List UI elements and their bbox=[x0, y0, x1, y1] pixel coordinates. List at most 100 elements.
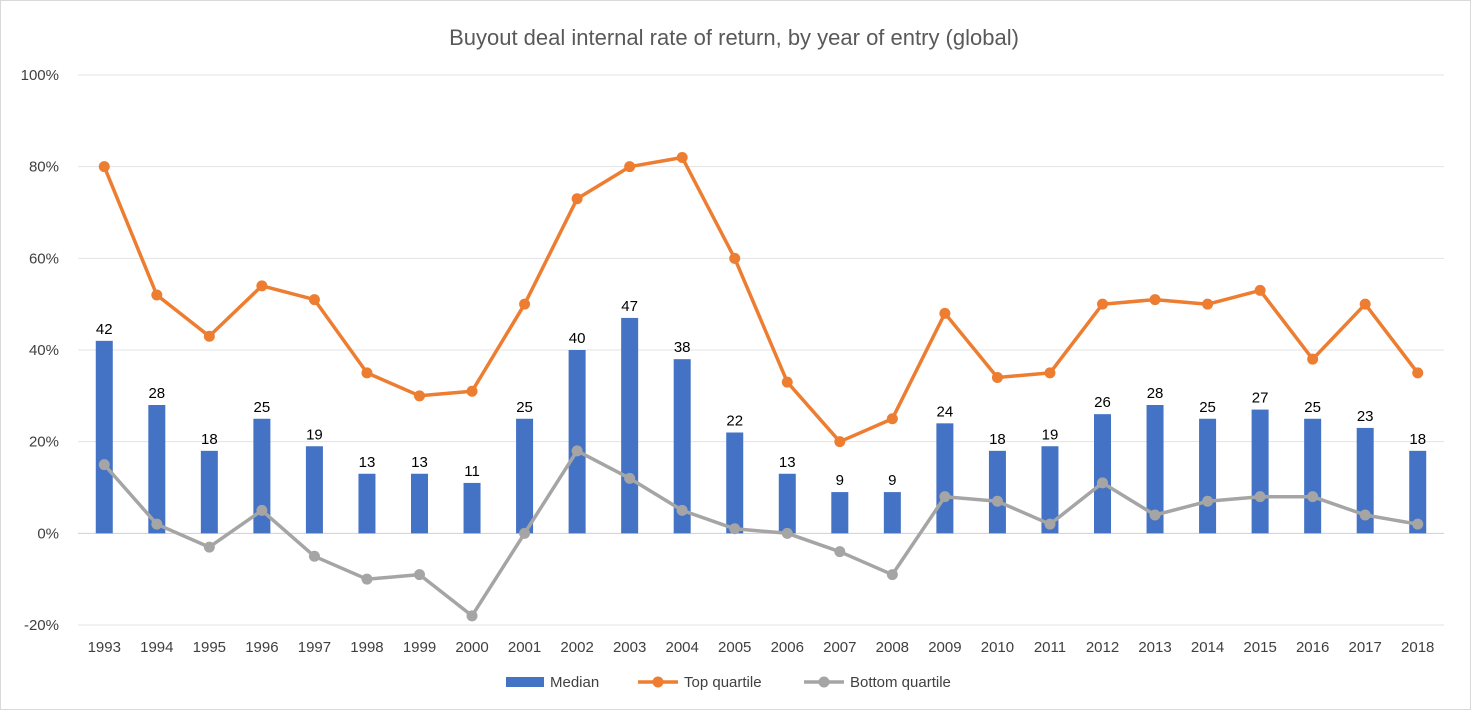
x-tick-label: 2017 bbox=[1349, 639, 1382, 656]
median-bar bbox=[1094, 414, 1111, 534]
y-axis: -20% 0% 20% 40% 60% 80% 100% bbox=[21, 67, 59, 634]
y-tick-label: 80% bbox=[29, 159, 59, 176]
bottom-quartile-point bbox=[1149, 509, 1161, 521]
bar-data-label: 25 bbox=[1304, 399, 1321, 416]
bottom-quartile-point bbox=[676, 504, 688, 516]
bottom-quartile-point bbox=[203, 541, 215, 553]
legend-swatch-median bbox=[506, 677, 544, 687]
bar-data-label: 19 bbox=[306, 426, 323, 443]
x-tick-label: 2000 bbox=[455, 639, 488, 656]
top-quartile-point bbox=[624, 161, 636, 173]
top-quartile-point bbox=[1412, 367, 1424, 379]
top-quartile-point bbox=[98, 161, 110, 173]
x-tick-label: 1997 bbox=[298, 639, 331, 656]
median-bar bbox=[778, 473, 796, 534]
bottom-quartile-point bbox=[98, 459, 110, 471]
bar-data-label: 38 bbox=[674, 339, 691, 356]
bar-data-label: 11 bbox=[464, 463, 480, 480]
median-bar bbox=[726, 432, 744, 534]
top-quartile-point bbox=[886, 413, 898, 425]
top-quartile-point bbox=[729, 252, 741, 264]
bottom-quartile-point bbox=[256, 504, 268, 516]
top-quartile-point bbox=[414, 390, 425, 402]
x-tick-label: 2015 bbox=[1243, 639, 1276, 656]
median-bar bbox=[1356, 427, 1374, 534]
bottom-quartile-point bbox=[1254, 491, 1266, 503]
x-tick-label: 1993 bbox=[88, 639, 121, 656]
y-tick-label: 20% bbox=[29, 434, 59, 451]
y-tick-label: 40% bbox=[29, 342, 59, 359]
bottom-quartile-point bbox=[308, 550, 320, 562]
bottom-quartile-point bbox=[729, 523, 741, 535]
y-tick-label: 0% bbox=[37, 525, 59, 542]
bar-data-label: 42 bbox=[96, 321, 113, 338]
bottom-quartile-line bbox=[102, 449, 1419, 618]
median-bar bbox=[253, 418, 271, 534]
top-quartile-point bbox=[571, 193, 583, 205]
x-tick-label: 2016 bbox=[1296, 639, 1329, 656]
top-quartile-point bbox=[834, 436, 846, 448]
bar-data-labels: 42 28 18 25 19 13 13 11 25 40 47 38 22 13 9 9 24 18 19 26 28… bbox=[96, 298, 1426, 489]
x-tick-label: 2010 bbox=[981, 639, 1014, 656]
median-bar bbox=[568, 350, 586, 534]
bar-data-label: 25 bbox=[254, 399, 271, 416]
median-bar bbox=[358, 473, 376, 534]
bottom-quartile-point bbox=[939, 491, 951, 503]
median-bar bbox=[831, 492, 849, 534]
bar-data-label: 28 bbox=[148, 385, 165, 402]
x-tick-label: 2009 bbox=[928, 639, 961, 656]
bar-data-label: 26 bbox=[1094, 394, 1111, 411]
top-quartile-point bbox=[151, 289, 163, 301]
median-bar bbox=[988, 450, 1006, 534]
bottom-quartile-point bbox=[361, 573, 373, 585]
bottom-quartile-point bbox=[781, 527, 793, 539]
top-quartile-point bbox=[308, 294, 320, 306]
top-quartile-point bbox=[361, 367, 373, 379]
bar-data-label: 22 bbox=[726, 413, 743, 430]
median-bar bbox=[200, 450, 218, 534]
bar-data-label: 18 bbox=[201, 431, 218, 448]
bar-data-label: 28 bbox=[1147, 385, 1164, 402]
bottom-quartile-point bbox=[519, 527, 531, 539]
chart-title: Buyout deal internal rate of return, by … bbox=[449, 25, 1019, 50]
bar-data-label: 13 bbox=[359, 454, 376, 471]
bar-data-label: 40 bbox=[569, 330, 586, 347]
x-tick-label: 2003 bbox=[613, 639, 646, 656]
x-tick-label: 1995 bbox=[193, 639, 226, 656]
median-bar bbox=[1409, 450, 1427, 534]
bar-data-label: 9 bbox=[836, 472, 844, 489]
x-tick-label: 1996 bbox=[245, 639, 278, 656]
top-quartile-point bbox=[466, 385, 478, 397]
x-tick-label: 1994 bbox=[140, 639, 173, 656]
x-axis: 1993 1994 1995 1996 1997 1998 1999 2000 2001 2002… bbox=[88, 639, 1435, 656]
bar-data-label: 18 bbox=[1409, 431, 1426, 448]
top-quartile-point bbox=[203, 330, 215, 342]
legend-label-bottom-quartile: Bottom quartile bbox=[850, 674, 951, 691]
x-tick-label: 2014 bbox=[1191, 639, 1224, 656]
bar-data-label: 9 bbox=[888, 472, 896, 489]
x-tick-label: 2008 bbox=[876, 639, 909, 656]
x-tick-label: 1998 bbox=[350, 639, 383, 656]
top-quartile-point bbox=[991, 372, 1003, 383]
bar-data-label: 24 bbox=[937, 403, 954, 420]
top-quartile-point bbox=[1044, 367, 1056, 379]
median-bar bbox=[1304, 418, 1322, 534]
bottom-quartile-point bbox=[571, 445, 583, 457]
x-tick-label: 2012 bbox=[1086, 639, 1119, 656]
bottom-quartile-point bbox=[834, 546, 846, 558]
x-tick-label: 2006 bbox=[771, 639, 804, 656]
median-bar bbox=[148, 405, 166, 534]
bar-data-label: 25 bbox=[516, 399, 533, 416]
legend-marker-bottom-quartile bbox=[818, 676, 830, 688]
bottom-quartile-point bbox=[1307, 491, 1319, 503]
top-quartile-point bbox=[676, 152, 688, 163]
top-quartile-point bbox=[1202, 298, 1214, 310]
median-bar bbox=[463, 482, 481, 534]
bottom-quartile-point bbox=[1359, 509, 1371, 521]
top-quartile-point bbox=[1359, 298, 1371, 310]
bottom-quartile-point bbox=[1097, 477, 1108, 489]
bottom-quartile-point bbox=[991, 495, 1003, 507]
bar-data-label: 18 bbox=[989, 431, 1006, 448]
y-tick-label: -20% bbox=[24, 617, 59, 634]
